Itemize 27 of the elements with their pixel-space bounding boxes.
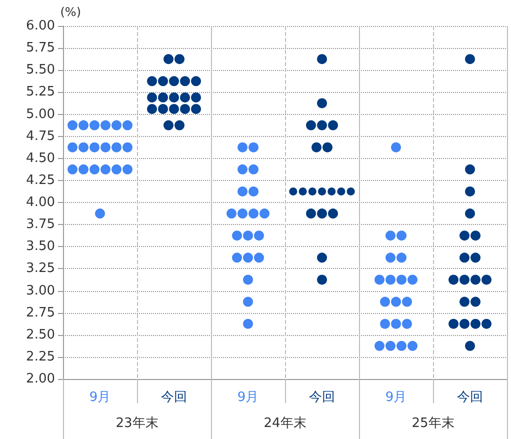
- text: 今回: [457, 390, 483, 405]
- text: 9月: [385, 390, 407, 405]
- text: 今回: [309, 390, 335, 405]
- y-tick-label: 2.50: [26, 327, 55, 342]
- y-tick-label: 4.50: [26, 150, 55, 166]
- y-tick-label: 3.75: [26, 217, 55, 232]
- y-tick-label: 5.75: [26, 40, 55, 56]
- y-axis-title: (%): [60, 5, 81, 19]
- y-tick-label: 4.00: [26, 195, 55, 210]
- x-tick-label: 24年末: [264, 416, 306, 431]
- x-tick-label: 25年末: [412, 416, 454, 431]
- text: 9月: [89, 390, 111, 405]
- y-tick-label: 3.00: [26, 283, 55, 298]
- y-tick-label: 3.50: [26, 239, 55, 254]
- y-tick-label: 2.00: [26, 372, 55, 386]
- y-tick-label: 4.75: [26, 128, 55, 144]
- y-tick-label: 3.25: [26, 261, 55, 276]
- y-tick-label: 4.25: [26, 172, 55, 188]
- y-tick-label: 2.75: [26, 305, 55, 320]
- x-tick-label: 23年末: [116, 416, 158, 431]
- text: 今回: [161, 390, 187, 405]
- y-tick-label: 5.25: [26, 84, 55, 100]
- text: 9月: [237, 390, 259, 405]
- y-tick-label: 2.25: [26, 349, 55, 364]
- y-tick-label: 5.50: [26, 62, 55, 78]
- y-tick-label: 6.00: [26, 18, 55, 34]
- y-tick-label: 5.00: [26, 106, 55, 122]
